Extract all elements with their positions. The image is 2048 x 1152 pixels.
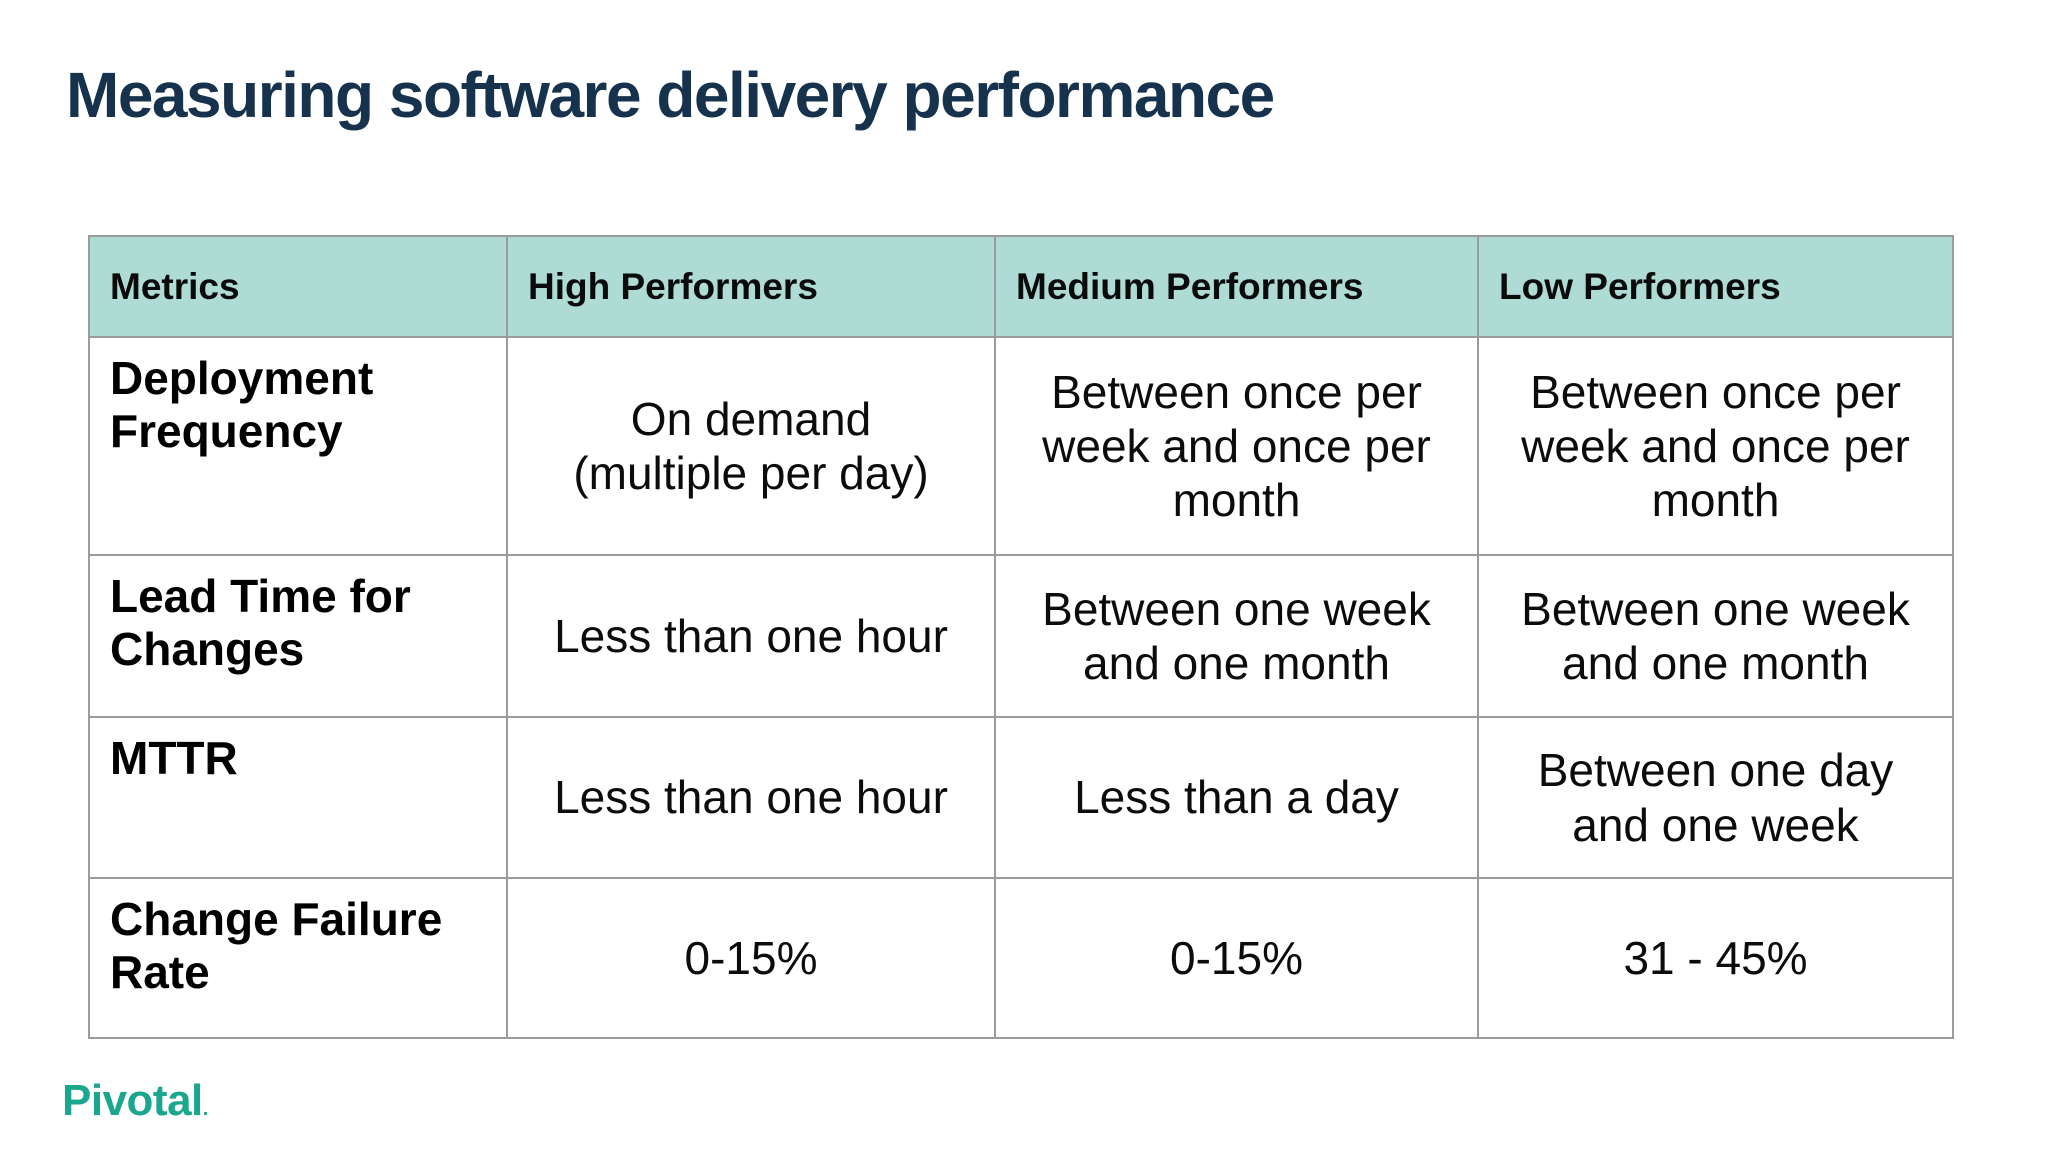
value-cell-low: 31 - 45%: [1477, 877, 1954, 1039]
table-row-lead-time: Lead Time for Changes Less than one hour…: [88, 554, 1954, 718]
value-cell-medium: Between once per week and once per month: [994, 336, 1479, 556]
metrics-table: Metrics High Performers Medium Performer…: [88, 235, 1954, 1039]
value-cell-low: Between one day and one week: [1477, 716, 1954, 879]
header-cell-medium-performers: Medium Performers: [994, 235, 1479, 338]
table-row-mttr: MTTR Less than one hour Less than a day …: [88, 716, 1954, 879]
value-cell-medium: Less than a day: [994, 716, 1479, 879]
pivotal-logo-text: Pivotal: [62, 1076, 203, 1125]
value-cell-low: Between once per week and once per month: [1477, 336, 1954, 556]
metric-name-cell: MTTR: [88, 716, 508, 879]
value-cell-high: On demand (multiple per day): [506, 336, 996, 556]
value-cell-high: 0-15%: [506, 877, 996, 1039]
pivotal-logo: Pivotal.: [62, 1076, 208, 1126]
value-cell-high: Less than one hour: [506, 554, 996, 718]
value-cell-medium: 0-15%: [994, 877, 1479, 1039]
metric-name-cell: Change Failure Rate: [88, 877, 508, 1039]
trademark-mark: .: [202, 1098, 209, 1120]
table-header-row: Metrics High Performers Medium Performer…: [88, 235, 1954, 338]
value-cell-high: Less than one hour: [506, 716, 996, 879]
metric-name-cell: Lead Time for Changes: [88, 554, 508, 718]
table-row-change-failure-rate: Change Failure Rate 0-15% 0-15% 31 - 45%: [88, 877, 1954, 1039]
value-cell-medium: Between one week and one month: [994, 554, 1479, 718]
metric-name-cell: Deployment Frequency: [88, 336, 508, 556]
header-cell-low-performers: Low Performers: [1477, 235, 1954, 338]
header-cell-metrics: Metrics: [88, 235, 508, 338]
table-row-deployment-frequency: Deployment Frequency On demand (multiple…: [88, 336, 1954, 556]
header-cell-high-performers: High Performers: [506, 235, 996, 338]
slide-title: Measuring software delivery performance: [66, 59, 1275, 131]
value-cell-low: Between one week and one month: [1477, 554, 1954, 718]
